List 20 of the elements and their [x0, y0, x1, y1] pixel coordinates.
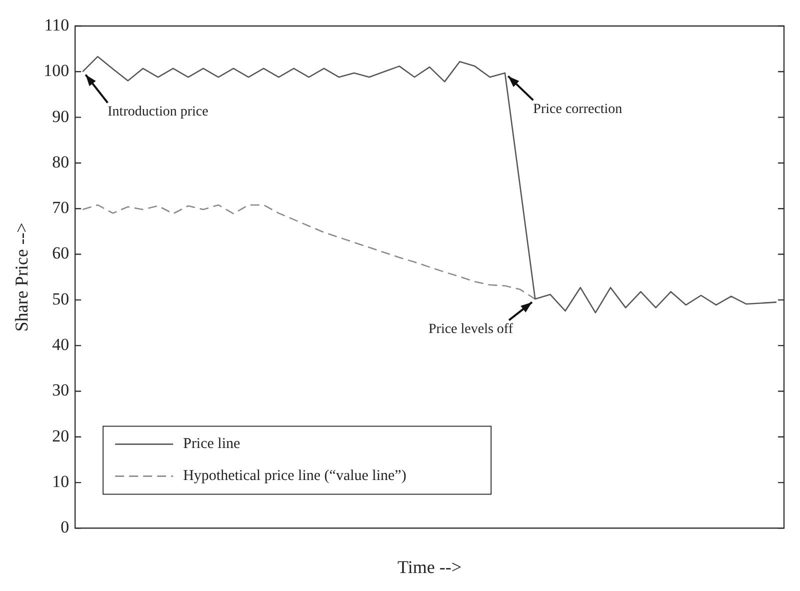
y-tick-label: 80	[52, 152, 70, 172]
y-axis-title: Share Price -->	[12, 222, 32, 332]
line-series	[82, 204, 536, 300]
y-tick-label: 90	[52, 106, 70, 126]
legend-label: Price line	[183, 436, 241, 452]
annotation: Price levels off	[428, 322, 514, 337]
x-axis-title: Time -->	[398, 556, 462, 577]
y-tick-label: 20	[52, 426, 70, 446]
annotation: Introduction price	[108, 104, 208, 120]
y-tick-label: 30	[52, 380, 70, 400]
y-tick-label: 40	[52, 335, 70, 354]
y-tick-label: 10	[52, 472, 70, 492]
y-tick-label: 110	[44, 15, 70, 34]
y-tick-label: 70	[52, 198, 70, 218]
y-tick-label: 100	[44, 61, 70, 80]
y-tick-label: 50	[52, 289, 70, 308]
y-tick-label: 0	[60, 518, 70, 537]
y-tick-label: 60	[52, 244, 70, 263]
legend-label: Hypothetical price line (“value line”)	[183, 468, 406, 484]
annotation: Price correction	[533, 102, 622, 117]
